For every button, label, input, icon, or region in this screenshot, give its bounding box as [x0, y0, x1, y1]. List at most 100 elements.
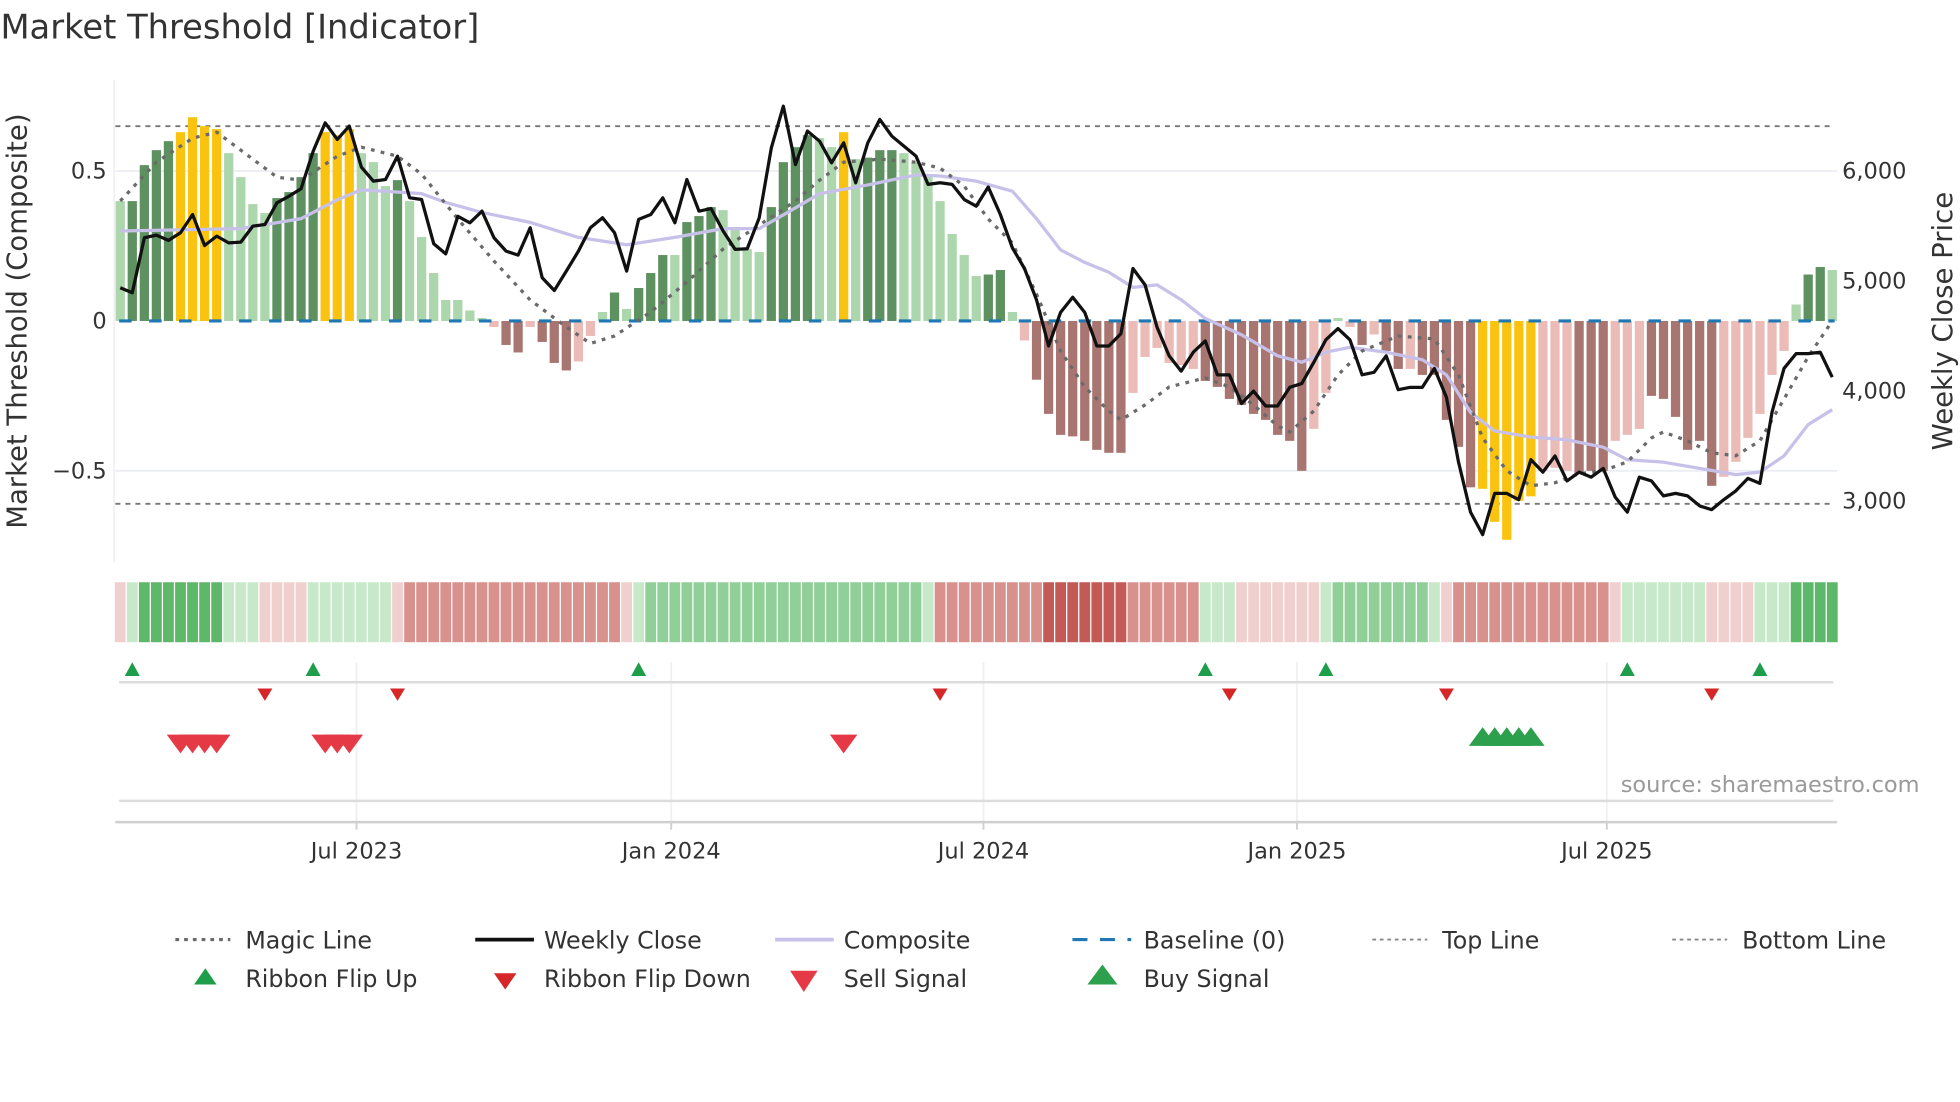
threshold-bar — [525, 320, 535, 327]
legend-label: Baseline (0) — [1144, 926, 1286, 954]
threshold-bar — [646, 273, 656, 321]
ribbon-cell — [705, 582, 717, 643]
threshold-bar — [1803, 274, 1813, 321]
threshold-bar — [1682, 320, 1693, 450]
ribbon-cell — [404, 582, 415, 643]
threshold-bar — [790, 147, 801, 321]
ribbon-cell — [934, 582, 946, 643]
threshold-bar — [356, 153, 366, 321]
threshold-bar — [1453, 320, 1464, 447]
ribbon-cell — [1079, 582, 1091, 643]
ribbon-flip-up-marker — [1197, 662, 1213, 676]
legend-label: Weekly Close — [544, 926, 702, 954]
ribbon-cell — [1308, 582, 1320, 643]
ribbon-cell — [1489, 582, 1501, 643]
threshold-bar — [1176, 320, 1186, 366]
ribbon-cell — [368, 582, 379, 643]
left-y-ticks: 0.5 0 −0.5 — [52, 159, 107, 485]
right-y-tick-label: 4,000 — [1842, 379, 1906, 405]
legend-label: Ribbon Flip Down — [544, 965, 751, 993]
ribbon-cell — [343, 582, 355, 643]
threshold-bar — [465, 310, 475, 321]
signals-gridlines — [355, 662, 1608, 823]
right-y-tick-label: 3,000 — [1842, 488, 1906, 514]
threshold-bar — [332, 135, 342, 321]
threshold-bar — [260, 213, 270, 321]
ribbon-cell — [1260, 582, 1272, 643]
legend-label: Top Line — [1441, 926, 1539, 954]
ribbon-cell — [741, 582, 753, 643]
threshold-bar — [1309, 320, 1319, 429]
ribbon-flip-up-marker — [1619, 662, 1635, 676]
ribbon-cell — [223, 582, 235, 643]
left-y-tick-label: −0.5 — [52, 458, 107, 484]
threshold-bar — [573, 320, 583, 362]
ribbon-cell — [765, 582, 777, 643]
ribbon-cell — [247, 582, 259, 643]
ribbon-cell — [633, 582, 645, 643]
ribbon-cell — [307, 582, 319, 643]
ribbon-cell — [982, 582, 994, 643]
threshold-bar — [1043, 320, 1054, 414]
ribbon-cell — [1573, 582, 1585, 643]
triangle-up-icon — [194, 968, 217, 985]
ribbon-cell — [319, 582, 331, 643]
threshold-bar — [1719, 320, 1729, 477]
ribbon-cell — [1404, 582, 1416, 643]
legend-item-composite: Composite — [775, 926, 970, 954]
legend-item-ribbon-flip-up: Ribbon Flip Up — [194, 965, 417, 993]
ribbon-cell — [560, 582, 572, 643]
ribbon-cell — [1814, 582, 1826, 643]
threshold-bar — [742, 249, 752, 321]
legend-item-weekly-close: Weekly Close — [475, 926, 702, 954]
right-y-tick-label: 6,000 — [1842, 159, 1906, 185]
ribbon-cell — [138, 582, 150, 643]
threshold-bar — [1670, 320, 1681, 417]
threshold-bar — [1429, 320, 1440, 375]
ribbon-cell — [428, 582, 440, 643]
legend-item-ribbon-flip-down: Ribbon Flip Down — [493, 965, 751, 993]
threshold-bar — [1743, 320, 1753, 438]
ribbon-cell — [1778, 582, 1790, 643]
ribbon-cell — [1694, 582, 1706, 643]
ribbon-flip-up-marker — [1752, 662, 1768, 676]
threshold-bar — [1586, 320, 1596, 471]
ribbon-cell — [1356, 582, 1368, 643]
left-y-tick-label: 0 — [92, 308, 106, 334]
ribbon-cell — [1754, 582, 1766, 643]
ribbon-cell — [958, 582, 970, 643]
ribbon-cell — [1513, 582, 1525, 643]
ribbon-cell — [440, 582, 452, 643]
ribbon-cell — [1320, 582, 1332, 643]
threshold-bar — [1297, 320, 1307, 471]
threshold-bar — [1188, 320, 1198, 369]
ribbon-cell — [910, 582, 922, 643]
ribbon-cell — [1380, 582, 1392, 643]
ribbon-cell — [1537, 582, 1549, 643]
threshold-bar — [670, 255, 680, 321]
ribbon-cell — [609, 582, 620, 643]
ribbon-cell — [814, 582, 825, 643]
ribbon-cell — [235, 582, 247, 643]
threshold-bar — [1574, 320, 1584, 474]
threshold-bar — [814, 138, 825, 321]
threshold-bar — [1140, 320, 1150, 357]
threshold-bar — [754, 252, 764, 321]
ribbon-cell — [1067, 582, 1079, 643]
threshold-bar — [1164, 320, 1174, 363]
threshold-bar — [1779, 320, 1789, 351]
ribbon-cell — [524, 582, 536, 643]
ribbon-cell — [380, 582, 391, 643]
ribbon-cell — [1296, 582, 1308, 643]
threshold-bar — [1236, 320, 1247, 405]
ribbon-cell — [1392, 582, 1404, 643]
ribbon-cell — [1441, 582, 1452, 643]
ribbon-cell — [1344, 582, 1356, 643]
ribbon-cell — [355, 582, 367, 643]
threshold-bar — [513, 320, 523, 353]
threshold-bar — [501, 320, 511, 345]
ribbon-cell — [1163, 582, 1175, 643]
threshold-bar — [1755, 320, 1765, 414]
threshold-bar — [537, 320, 547, 342]
